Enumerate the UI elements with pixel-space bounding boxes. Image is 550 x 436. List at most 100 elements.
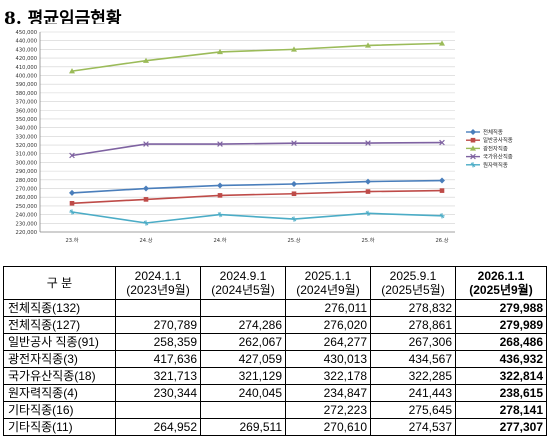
x-tick-label: 25.상 <box>287 236 300 244</box>
legend-item: 광전자직종 <box>466 144 508 152</box>
table-cell: 269,511 <box>200 418 286 436</box>
y-tick-label: 400,000 <box>16 73 37 79</box>
table-cell: 436,932 <box>455 350 547 368</box>
x-tick-label: 25.하 <box>361 236 374 244</box>
y-tick-label: 420,000 <box>16 56 37 62</box>
data-point <box>470 145 476 151</box>
table-cell <box>200 299 286 317</box>
table-cell: 434,567 <box>370 350 456 368</box>
average-wage-line-chart: 220,000 230,000 240,000 250,000 260,000 270,0… <box>0 24 550 266</box>
series-3 <box>69 40 445 74</box>
table-row: 기타직종(11) 264,952 269,511 270,610 274,537 277,… <box>3 418 547 436</box>
header-col-5-basis: (2025년9월) <box>469 283 533 297</box>
table-cell: 430,013 <box>285 350 371 368</box>
table-row: 광전자직종(3) 417,636 427,059 430,013 434,567 436,… <box>3 350 547 368</box>
legend-label: 광전자직종 <box>483 144 508 152</box>
y-tick-label: 220,000 <box>16 230 37 236</box>
y-tick-label: 240,000 <box>16 213 37 219</box>
table-cell: 264,277 <box>285 333 371 351</box>
data-point <box>217 182 223 189</box>
series-line <box>71 141 443 157</box>
legend-label: 원자력직종 <box>483 161 508 169</box>
table-cell: 264,952 <box>115 418 201 436</box>
header-col-4: 2025.9.1 (2025년5월) <box>370 266 456 300</box>
y-tick-label: 330,000 <box>16 134 37 140</box>
data-point <box>365 211 371 216</box>
header-col-3: 2025.1.1 (2024년9월) <box>285 266 371 300</box>
y-tick-label: 350,000 <box>16 117 37 123</box>
series-line <box>71 189 443 205</box>
header-col-5: 2026.1.1 (2025년9월) <box>455 266 547 300</box>
row-label: 광전자직종(3) <box>3 350 116 368</box>
header-col-3-date: 2025.1.1 <box>304 269 352 283</box>
x-tick-label: 23.하 <box>65 236 78 244</box>
data-point <box>217 212 223 217</box>
data-point <box>470 137 476 143</box>
table-cell: 276,011 <box>285 299 371 317</box>
data-point <box>439 177 445 184</box>
table-cell: 427,059 <box>200 350 286 368</box>
legend-item: 일반공사직종 <box>466 136 513 144</box>
table-cell: 268,486 <box>455 333 547 351</box>
data-point <box>470 162 476 168</box>
legend-item: 국가유산직종 <box>466 153 513 161</box>
chart-series <box>69 40 445 226</box>
series-2 <box>69 188 445 206</box>
y-tick-label: 380,000 <box>16 91 37 97</box>
table-cell: 278,832 <box>370 299 456 317</box>
data-point <box>291 216 297 222</box>
header-col-1: 2024.1.1 (2023년9월) <box>115 266 201 300</box>
table-row: 전체직종(127) 270,789 274,286 276,020 278,861 279… <box>3 316 547 334</box>
header-col-1-basis: (2023년9월) <box>126 283 190 297</box>
series-line <box>71 211 443 224</box>
wage-table: 구 분 2024.1.1 (2023년9월) 2024.9.1 (2024년5월) … <box>3 266 547 436</box>
x-tick-label: 24.상 <box>139 236 152 244</box>
y-tick-label: 250,000 <box>16 204 37 210</box>
header-col-2-basis: (2024년5월) <box>211 283 275 297</box>
data-point <box>365 140 371 146</box>
header-col-4-date: 2025.9.1 <box>389 269 437 283</box>
data-point <box>143 185 149 192</box>
y-tick-label: 270,000 <box>16 187 37 193</box>
table-cell: 241,443 <box>370 384 456 402</box>
data-point <box>439 213 445 219</box>
row-label: 기타직종(16) <box>3 401 116 419</box>
series-line <box>71 42 443 72</box>
series-line <box>71 179 443 194</box>
table-cell: 267,306 <box>370 333 456 351</box>
data-point <box>291 181 297 187</box>
y-tick-label: 260,000 <box>16 195 37 201</box>
y-tick-label: 310,000 <box>16 152 37 158</box>
table-cell: 322,178 <box>285 367 371 385</box>
legend-label: 국가유산직종 <box>483 153 513 161</box>
table-cell: 270,610 <box>285 418 371 436</box>
series-5 <box>69 209 445 226</box>
table-cell: 278,141 <box>455 401 547 419</box>
data-point <box>143 141 149 147</box>
legend-item: 전체직종 <box>466 128 503 136</box>
table-cell <box>115 401 201 419</box>
y-tick-label: 450,000 <box>16 30 37 36</box>
x-tick-label: 24.하 <box>213 236 226 244</box>
table-cell: 322,285 <box>370 367 456 385</box>
data-point <box>217 193 223 198</box>
row-label: 전체직종(132) <box>3 299 116 317</box>
table-cell: 278,861 <box>370 316 456 334</box>
table-cell: 322,814 <box>455 367 547 385</box>
data-point <box>365 42 371 48</box>
data-point <box>69 152 75 159</box>
table-cell: 279,988 <box>455 299 547 317</box>
table-cell: 262,067 <box>200 333 286 351</box>
table-cell: 321,713 <box>115 367 201 385</box>
y-tick-label: 290,000 <box>16 169 37 175</box>
table-header-row: 구 분 2024.1.1 (2023년9월) 2024.9.1 (2024년5월) … <box>3 266 547 300</box>
y-tick-label: 390,000 <box>16 82 37 88</box>
header-col-5-date: 2026.1.1 <box>477 269 525 283</box>
data-point <box>291 191 297 197</box>
row-label: 전체직종(127) <box>3 316 116 334</box>
data-point <box>217 48 223 55</box>
table-cell: 275,645 <box>370 401 456 419</box>
x-tick-label: 26.상 <box>435 236 448 244</box>
row-label: 일반공사 직종(91) <box>3 333 116 351</box>
